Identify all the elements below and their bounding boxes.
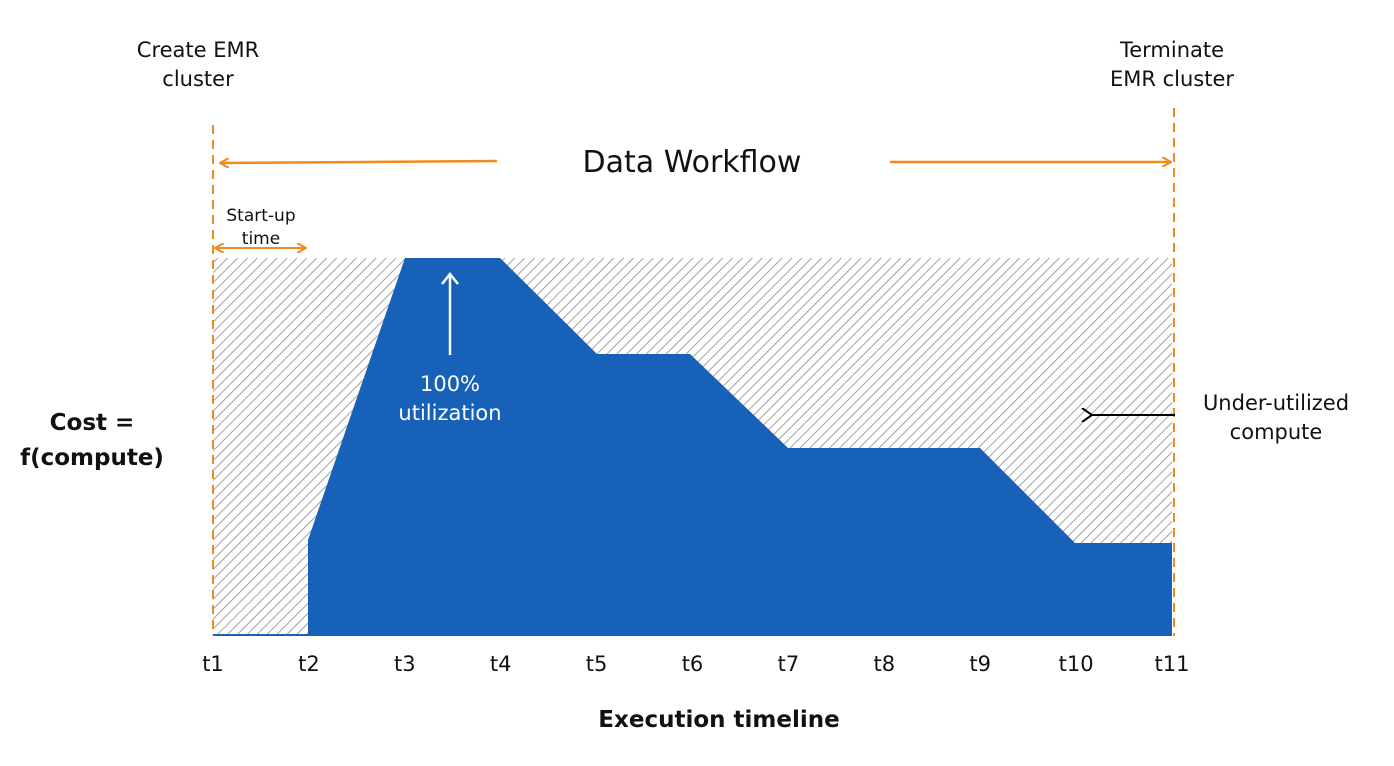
label: time (242, 229, 280, 249)
label: Start-up (226, 206, 295, 226)
timeline-label: t10 (1059, 652, 1094, 676)
timeline-label: t1 (202, 652, 224, 676)
timeline-label: t3 (394, 652, 416, 676)
label: Terminate (1119, 38, 1224, 62)
timeline-label: t6 (682, 652, 704, 676)
x-axis-title: Execution timeline (598, 707, 839, 733)
utilization-area (308, 258, 1172, 636)
label: compute (1230, 420, 1323, 444)
utilization-arrowhead (441, 271, 459, 285)
cost-label: Cost = (50, 410, 135, 436)
label: Under-utilized (1203, 391, 1349, 415)
timeline-label: t11 (1155, 652, 1190, 676)
timeline-label: t7 (778, 652, 800, 676)
timeline-label: t2 (298, 652, 320, 676)
workflow-arrow (221, 161, 498, 163)
timeline-ticks: t1 t2 t3 t4 t5 t6 t7 t8 t9 t10 t11 (202, 652, 1189, 676)
label: EMR cluster (1110, 67, 1234, 91)
label: Create EMR (137, 38, 259, 62)
timeline-label: t9 (969, 652, 991, 676)
label: utilization (398, 401, 501, 425)
label: cluster (162, 67, 234, 91)
timeline-label: t5 (586, 652, 608, 676)
cost-label: f(compute) (20, 445, 164, 471)
timeline-label: t8 (873, 652, 895, 676)
workflow-title: Data Workflow (583, 145, 802, 180)
timeline-label: t4 (490, 652, 512, 676)
label: 100% (420, 372, 480, 396)
